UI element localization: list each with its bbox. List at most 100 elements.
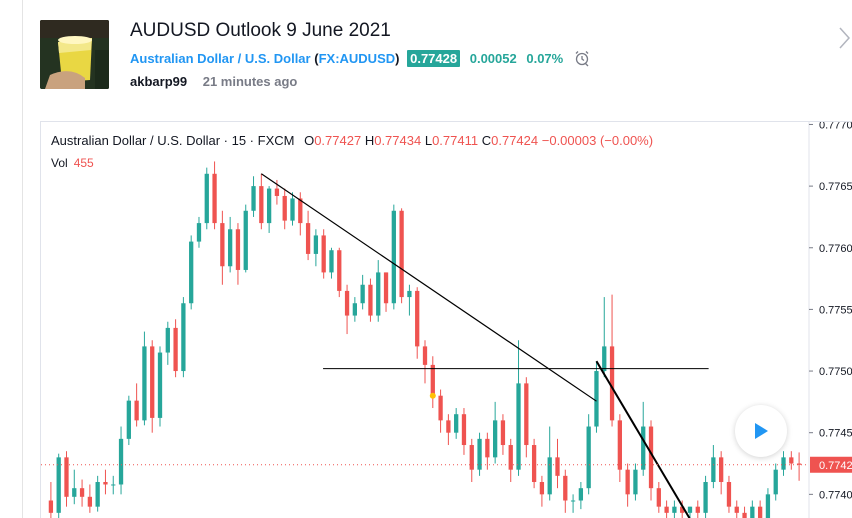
chevron-right-icon[interactable] <box>838 24 852 57</box>
candle-body <box>251 186 256 211</box>
candle-body <box>703 482 708 513</box>
candle-body <box>173 327 178 372</box>
candle-body <box>594 371 599 427</box>
legend-close-value: 0.77424 <box>491 133 539 148</box>
play-button[interactable] <box>735 405 787 457</box>
candle-body <box>48 500 54 513</box>
y-tick-label: 0.77650 <box>819 181 852 193</box>
volume-key: Vol <box>51 156 68 170</box>
candle-body <box>415 290 420 347</box>
candle-body <box>539 482 545 495</box>
candle-body <box>446 420 451 433</box>
y-tick-label: 0.77450 <box>819 428 852 440</box>
candle-body <box>157 352 163 418</box>
price-badge: 0.77428 <box>407 49 461 67</box>
candle-body <box>391 210 396 304</box>
price-change-pct: 0.07% <box>526 50 564 66</box>
alarm-clock-icon[interactable] <box>573 49 591 70</box>
candle-body <box>719 457 724 483</box>
thumbnail-image <box>40 20 109 89</box>
play-icon <box>755 423 768 439</box>
symbol-code-link[interactable]: FX:AUDUSD <box>318 50 396 66</box>
candle-body <box>773 469 778 495</box>
candle-body <box>87 496 93 507</box>
legend-open-value: 0.77427 <box>314 133 362 148</box>
candle-body <box>399 210 404 298</box>
candle-body <box>664 506 669 513</box>
author-link[interactable]: akbarp99 <box>130 74 188 89</box>
chart-container[interactable]: 0.77700 0.77650 0.77600 0.77550 0.77500 0.774… <box>40 121 852 518</box>
candle-body <box>165 327 170 353</box>
y-tick-label: 0.77600 <box>819 243 852 255</box>
candle-body <box>695 506 700 513</box>
drawing-anchor-point <box>429 392 436 399</box>
candle-body <box>687 506 693 513</box>
candle-body <box>602 346 607 372</box>
candle-body <box>407 290 412 298</box>
candle-body <box>617 420 622 470</box>
candlestick-chart[interactable]: 0.77700 0.77650 0.77600 0.77550 0.77500 0.774… <box>41 122 852 518</box>
candle-body <box>111 484 116 486</box>
candle-body <box>438 395 443 421</box>
candle-body <box>305 223 311 254</box>
volume-value: 455 <box>73 156 94 170</box>
symbol-line: Australian Dollar / U.S. Dollar (FX:AUDU… <box>130 49 591 70</box>
y-tick-label: 0.77500 <box>819 366 852 378</box>
candle-body <box>563 475 568 501</box>
candle-body <box>680 506 685 513</box>
candle-body <box>56 457 61 513</box>
candle-body <box>72 488 77 497</box>
candle-body <box>64 457 69 497</box>
trend-line-2 <box>595 360 691 518</box>
candle-body <box>118 438 124 485</box>
candle-body <box>196 223 202 242</box>
candle-body <box>430 364 435 396</box>
candle-body <box>742 512 747 518</box>
candle-body <box>586 426 591 489</box>
candle-body <box>290 198 295 221</box>
candle-body <box>734 506 739 513</box>
candle-body <box>454 414 459 433</box>
chart-legend: Australian Dollar / U.S. Dollar · 15 · F… <box>51 133 653 148</box>
candle-body <box>79 488 85 497</box>
symbol-name-link[interactable]: Australian Dollar / U.S. Dollar <box>130 50 311 66</box>
candle-body <box>212 173 217 224</box>
candle-body <box>422 346 428 365</box>
candle-body <box>789 457 794 464</box>
candle-body <box>500 420 506 446</box>
candle-body <box>181 303 186 372</box>
y-tick-label: 0.77550 <box>819 304 852 316</box>
legend-high-value: 0.77434 <box>374 133 422 148</box>
candle-body <box>555 457 560 476</box>
candle-body <box>672 506 677 513</box>
candle-body <box>633 469 638 495</box>
candle-body <box>126 400 131 439</box>
paren-close: ) <box>395 50 400 66</box>
candle-body <box>469 445 474 470</box>
paren-open: ( <box>314 50 319 66</box>
left-rail <box>0 0 23 518</box>
candle-body <box>274 188 280 196</box>
candle-body <box>493 420 498 458</box>
candle-body <box>235 229 241 270</box>
candle-body <box>344 290 350 316</box>
candle-body <box>609 346 615 421</box>
candle-body <box>266 188 272 224</box>
y-tick-label: 0.77700 <box>819 122 852 131</box>
candle-body <box>750 506 755 518</box>
legend-symbol[interactable]: Australian Dollar / U.S. Dollar · 15 · F… <box>51 133 295 148</box>
candle-body <box>150 346 155 418</box>
published-time: 21 minutes ago <box>202 74 298 89</box>
candle-body <box>570 500 576 502</box>
legend-open-key: O <box>304 133 315 148</box>
author-thumbnail[interactable] <box>40 20 109 89</box>
candle-body <box>477 438 482 470</box>
candle-body <box>95 482 100 507</box>
idea-title[interactable]: AUDUSD Outlook 9 June 2021 <box>130 20 391 41</box>
candle-body <box>134 400 139 421</box>
candle-body <box>711 457 716 483</box>
candle-body <box>648 426 654 489</box>
candle-body <box>641 426 646 470</box>
candle-body <box>757 506 763 518</box>
